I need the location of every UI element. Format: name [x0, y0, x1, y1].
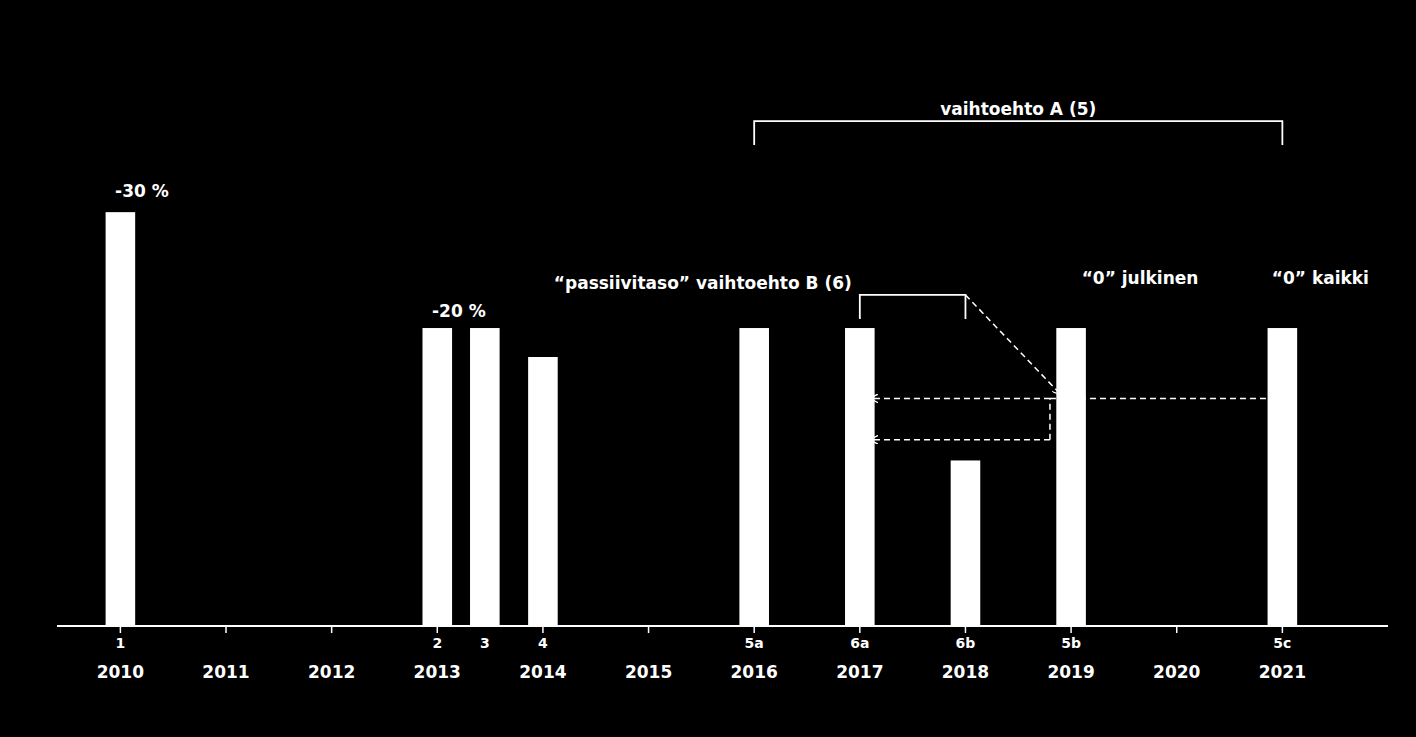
bar-label: 6a	[850, 635, 869, 651]
bar	[470, 328, 500, 626]
arrow	[870, 398, 1050, 400]
x-tick-label: 2020	[1153, 662, 1200, 682]
bar	[422, 328, 452, 626]
x-tick	[1282, 626, 1284, 633]
x-tick-label: 2012	[308, 662, 355, 682]
x-tick	[1070, 626, 1072, 633]
chart: 1 2 3 4 5a 6a 6b 5b 5c 2010 2011 2012 2013 2014 2015 20…	[0, 0, 1416, 737]
annotation: -20 %	[432, 301, 486, 321]
bar	[845, 328, 875, 626]
x-tick-label: 2021	[1259, 662, 1306, 682]
bar-label: 5c	[1273, 635, 1291, 651]
bar-label: 5a	[745, 635, 764, 651]
x-tick	[542, 626, 544, 633]
bar-label: 1	[116, 635, 126, 651]
bar-label: 4	[538, 635, 548, 651]
arrow	[870, 439, 1050, 441]
x-tick	[859, 626, 861, 633]
arrow	[965, 295, 1060, 394]
arrow	[1049, 398, 1051, 439]
x-tick-label: 2014	[519, 662, 566, 682]
bars	[106, 212, 1298, 626]
bracket	[860, 295, 966, 319]
bar-label: 3	[480, 635, 490, 651]
bar	[1268, 328, 1298, 626]
annotation: “0” kaikki	[1272, 268, 1369, 288]
x-tick-label: 2019	[1047, 662, 1094, 682]
bar	[739, 328, 769, 626]
bar	[106, 212, 136, 626]
bar	[528, 357, 558, 626]
bar-label: 2	[432, 635, 442, 651]
x-tick	[120, 626, 122, 633]
x-tick	[965, 626, 967, 633]
bracket-label: vaihtoehto A (5)	[940, 99, 1096, 119]
annotation: “0” julkinen	[1082, 268, 1199, 288]
x-tick	[331, 626, 333, 633]
arrow	[1050, 398, 1282, 400]
bar-label: 5b	[1061, 635, 1081, 651]
bracket-label: “passiivitaso” vaihtoehto B (6)	[554, 273, 852, 293]
x-tick	[648, 626, 650, 633]
x-tick-label: 2017	[836, 662, 883, 682]
x-tick	[1176, 626, 1178, 633]
x-tick-label: 2015	[625, 662, 672, 682]
bar-label: 6b	[956, 635, 976, 651]
x-tick	[225, 626, 227, 633]
x-tick-label: 2010	[97, 662, 144, 682]
x-tick	[437, 626, 439, 633]
bar	[1056, 328, 1086, 626]
x-axis-line	[57, 625, 1388, 627]
x-tick-label: 2013	[414, 662, 461, 682]
bracket	[754, 121, 1282, 145]
annotation: -30 %	[115, 181, 169, 201]
x-tick	[753, 626, 755, 633]
x-tick-label: 2018	[942, 662, 989, 682]
x-tick-label: 2011	[202, 662, 249, 682]
bar	[951, 460, 981, 626]
x-tick-label: 2016	[731, 662, 778, 682]
